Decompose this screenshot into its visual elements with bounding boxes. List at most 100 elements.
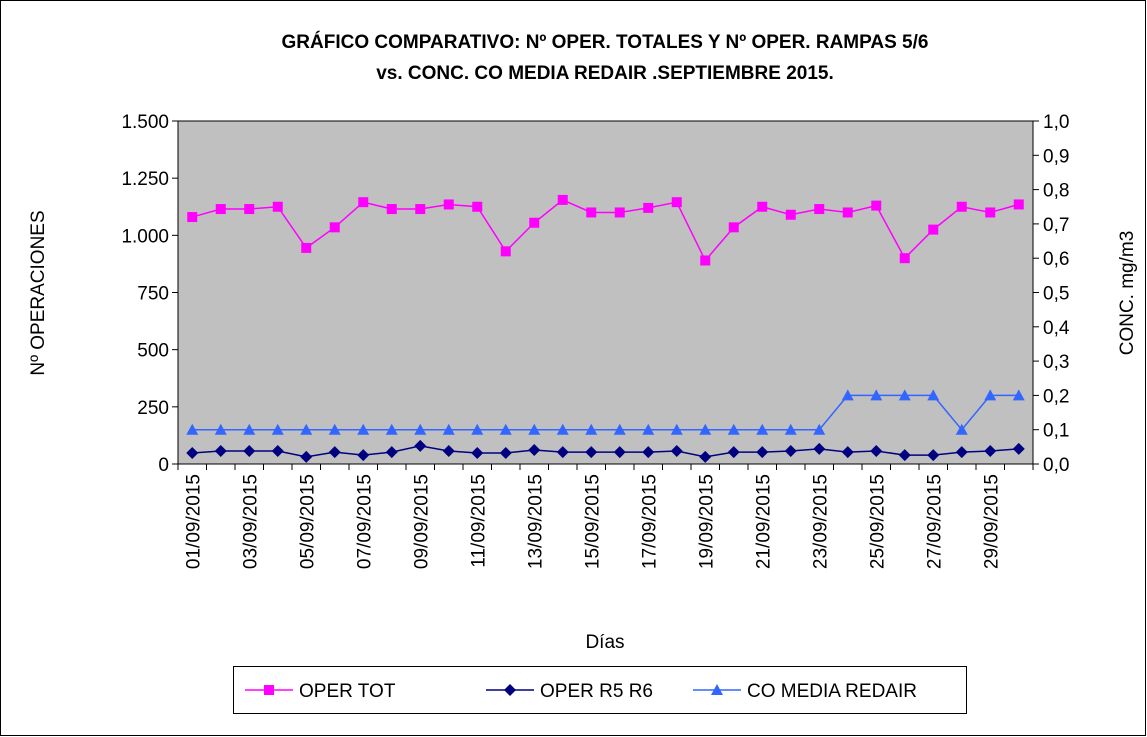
y-tick-label: 750	[137, 284, 169, 305]
marker	[187, 212, 198, 223]
marker	[1013, 199, 1024, 210]
marker	[614, 207, 625, 218]
marker	[415, 204, 426, 215]
marker	[414, 423, 427, 435]
y-tick-label: 1.000	[121, 226, 169, 247]
legend-label: OPER R5 R6	[540, 681, 653, 702]
marker	[414, 439, 427, 452]
marker	[927, 449, 940, 462]
marker	[556, 423, 569, 435]
marker	[328, 446, 341, 459]
y2-tick-label: 0,4	[1043, 318, 1070, 339]
marker	[613, 423, 626, 435]
y2-tick-label: 0,1	[1043, 421, 1069, 442]
x-tick-label: 11/09/2015	[468, 474, 489, 568]
marker	[499, 423, 512, 435]
marker	[329, 222, 340, 233]
y-tick-label: 250	[137, 398, 169, 419]
marker	[984, 389, 997, 401]
marker	[357, 423, 370, 435]
marker	[186, 447, 199, 460]
legend-label: OPER TOT	[299, 681, 396, 702]
x-tick-label: 07/09/2015	[354, 474, 375, 569]
marker	[499, 447, 512, 460]
marker	[841, 389, 854, 401]
marker	[842, 207, 853, 218]
marker	[243, 423, 256, 435]
marker	[529, 217, 540, 228]
x-tick-label: 13/09/2015	[525, 474, 546, 569]
marker	[727, 423, 740, 435]
marker	[757, 201, 768, 212]
marker	[442, 444, 455, 457]
marker	[472, 201, 483, 212]
marker	[528, 444, 541, 457]
marker	[956, 201, 967, 212]
marker	[471, 423, 484, 435]
y2-tick-label: 0,0	[1043, 455, 1069, 476]
y2-tick-label: 0,9	[1043, 146, 1069, 167]
marker	[385, 423, 398, 435]
marker	[784, 423, 797, 435]
legend-label: CO MEDIA REDAIR	[747, 681, 917, 702]
y-tick-label: 1.500	[121, 112, 169, 133]
marker	[984, 444, 997, 457]
y2-tick-label: 0,7	[1043, 215, 1069, 236]
chart-title: vs. CONC. CO MEDIA REDAIR .SEPTIEMBRE 20…	[376, 63, 834, 84]
marker	[642, 446, 655, 459]
marker	[814, 204, 825, 215]
marker	[264, 685, 274, 695]
marker	[898, 389, 911, 401]
marker	[585, 423, 598, 435]
marker	[243, 444, 256, 457]
marker	[928, 224, 939, 235]
marker	[898, 449, 911, 462]
marker	[927, 389, 940, 401]
marker	[670, 444, 683, 457]
marker	[271, 444, 284, 457]
marker	[556, 446, 569, 459]
series-line	[192, 394, 1019, 431]
marker	[700, 255, 711, 266]
marker	[699, 450, 712, 463]
marker	[557, 194, 568, 205]
marker	[301, 242, 312, 253]
marker	[870, 389, 883, 401]
x-tick-label: 25/09/2015	[867, 474, 888, 569]
plot-area	[177, 120, 1034, 465]
marker	[272, 201, 283, 212]
marker	[300, 423, 313, 435]
marker	[504, 684, 516, 696]
marker	[642, 423, 655, 435]
y-tick-label: 0	[158, 455, 169, 476]
marker	[813, 423, 826, 435]
marker	[727, 446, 740, 459]
x-tick-label: 21/09/2015	[753, 474, 774, 569]
marker	[699, 423, 712, 435]
marker	[528, 423, 541, 435]
marker	[358, 197, 369, 208]
marker	[671, 197, 682, 208]
marker	[643, 202, 654, 213]
marker	[728, 222, 739, 233]
marker	[214, 444, 227, 457]
y2-axis-label: CONC. mg/m3	[1117, 231, 1138, 356]
y2-tick-label: 0,5	[1043, 284, 1069, 305]
marker	[471, 447, 484, 460]
x-tick-label: 27/09/2015	[924, 474, 945, 569]
marker	[871, 200, 882, 211]
marker	[1012, 389, 1025, 401]
marker	[1012, 442, 1025, 455]
marker	[300, 450, 313, 463]
chart-title: GRÁFICO COMPARATIVO: Nº OPER. TOTALES Y …	[282, 31, 929, 53]
marker	[955, 446, 968, 459]
marker	[442, 423, 455, 435]
marker	[955, 423, 968, 435]
marker	[899, 253, 910, 264]
x-tick-label: 01/09/2015	[183, 474, 204, 569]
x-tick-label: 05/09/2015	[297, 474, 318, 569]
marker	[186, 423, 199, 435]
x-tick-label: 23/09/2015	[810, 474, 831, 569]
x-tick-label: 19/09/2015	[696, 474, 717, 569]
